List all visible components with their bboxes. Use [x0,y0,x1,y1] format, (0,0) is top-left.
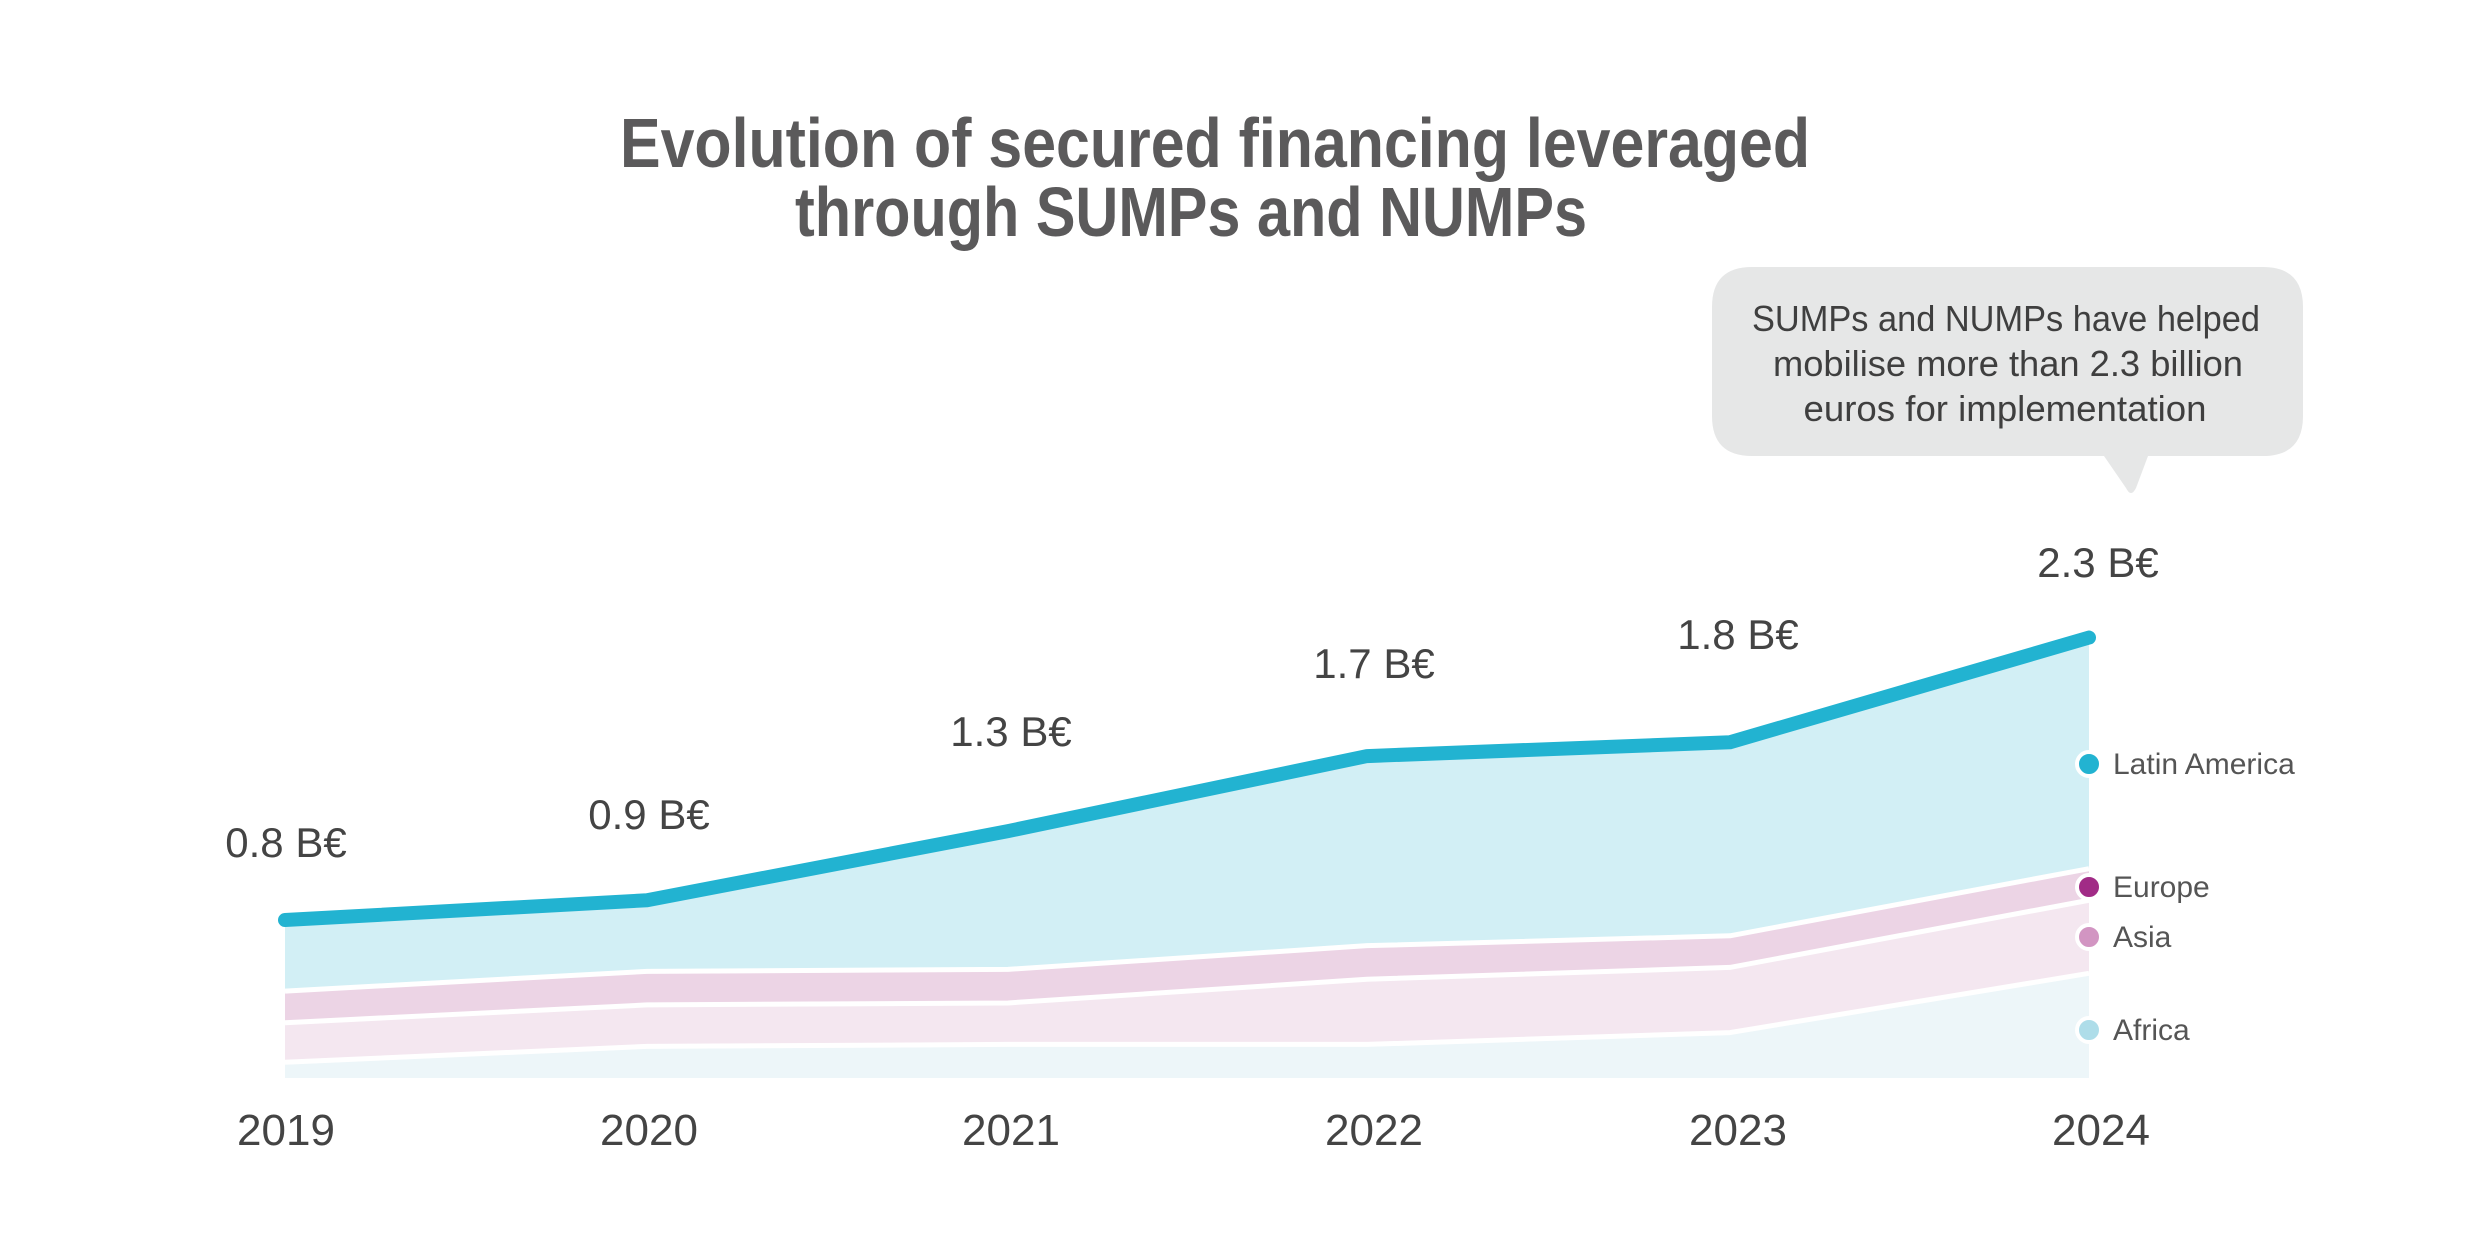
chart-title: Evolution of secured financing leveraged… [620,104,1810,251]
callout-line-3: euros for implementation [1804,388,2207,429]
boundary-africa [284,970,2090,1065]
callout-line-1: SUMPs and NUMPs have helped [1752,298,2260,339]
area-asia [285,900,2089,1063]
value-label-2019: 0.8 B€ [225,819,346,866]
x-tick-label-2024: 2024 [2052,1106,2150,1155]
callout-line-2: mobilise more than 2.3 billion [1773,343,2243,384]
legend-label-latin-america: Latin America [2113,748,2295,781]
legend-label-africa: Africa [2113,1014,2190,1047]
legend-item-asia: Asia [2075,921,2172,954]
x-tick-label-2023: 2023 [1689,1106,1787,1155]
chart-title-line-1: Evolution of secured financing leveraged [620,104,1810,182]
value-label-2024: 2.3 B€ [2037,539,2158,586]
value-label-2023: 1.8 B€ [1677,611,1798,658]
area-europe [285,868,2089,1023]
legend-label-asia: Asia [2113,921,2172,954]
legend-dot-latin-america [2075,750,2103,778]
legend-label-europe: Europe [2113,871,2210,904]
x-tick-label-2020: 2020 [600,1106,698,1155]
chart-title-line-2: through SUMPs and NUMPs [795,173,1587,251]
value-labels: 0.8 B€ 0.9 B€ 1.3 B€ 1.7 B€ 1.8 B€ 2.3 B€ [225,539,2158,866]
area-africa [285,973,2089,1078]
x-tick-label-2021: 2021 [962,1106,1060,1155]
x-tick-label-2022: 2022 [1325,1106,1423,1155]
x-tick-label-2019: 2019 [237,1106,335,1155]
legend-item-europe: Europe [2075,871,2210,904]
legend: Latin America Europe Asia Africa [2075,748,2295,1047]
legend-item-africa: Africa [2075,1014,2190,1047]
legend-item-latin-america: Latin America [2075,748,2295,781]
legend-dot-africa [2075,1016,2103,1044]
total-line [278,630,2096,927]
legend-dot-europe [2075,873,2103,901]
legend-dot-asia [2075,923,2103,951]
x-axis-labels: 2019 2020 2021 2022 2023 2024 [237,1106,2150,1155]
boundary-asia [284,897,2090,1026]
area-boundaries [284,866,2090,1065]
area-latin-america [285,637,2089,992]
callout-bubble [1712,267,2303,493]
value-label-2020: 0.9 B€ [588,791,709,838]
callout: SUMPs and NUMPs have helped mobilise mor… [1712,267,2303,493]
total-line-group [278,630,2096,927]
stacked-areas [285,637,2089,1078]
value-label-2022: 1.7 B€ [1313,640,1434,687]
boundary-europe [284,866,2090,994]
value-label-2021: 1.3 B€ [950,708,1071,755]
